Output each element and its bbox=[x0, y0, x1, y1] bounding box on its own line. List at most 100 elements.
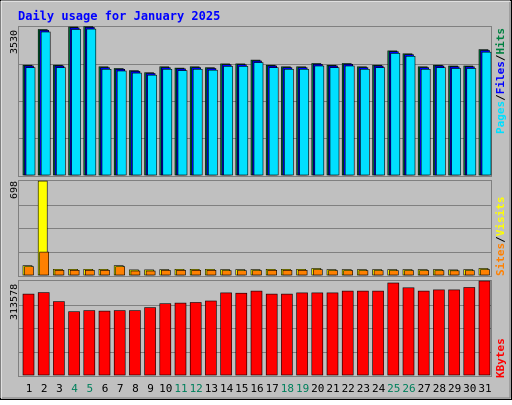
pages-bar bbox=[284, 69, 294, 176]
sites-bar bbox=[85, 269, 95, 276]
kbytes-bar bbox=[83, 310, 96, 376]
pages-bar bbox=[299, 69, 309, 176]
pages-bar bbox=[420, 69, 431, 176]
sites-bar bbox=[237, 270, 247, 276]
x-tick-label: 7 bbox=[117, 382, 124, 395]
kbytes-bar bbox=[37, 292, 50, 376]
chart-title: Daily usage for January 2025 bbox=[18, 9, 220, 23]
panel-bottom-frame bbox=[18, 280, 492, 377]
x-axis-labels: 1 2 3 4 5 6 7 8 9 10 11 12 13 14 15 16 17 18 19 20 21 22 23 24 2… bbox=[26, 382, 492, 395]
x-tick-label: 28 bbox=[433, 382, 446, 395]
legend-pages: Pages bbox=[494, 101, 507, 134]
kbytes-bar bbox=[478, 280, 491, 376]
sites-bar bbox=[24, 266, 34, 276]
sites-bar bbox=[358, 270, 369, 276]
sites-bar bbox=[419, 270, 430, 276]
kbytes-bar bbox=[174, 302, 187, 376]
x-tick-label: 11 bbox=[174, 382, 187, 395]
sites-bar bbox=[312, 269, 323, 276]
x-tick-label: 23 bbox=[357, 382, 370, 395]
kbytes-bar bbox=[220, 292, 232, 376]
kbytes-bar bbox=[296, 292, 308, 376]
legend-top: Pages/Files/Hits bbox=[494, 28, 507, 134]
sites-bar bbox=[267, 269, 278, 276]
sites-bar bbox=[176, 269, 186, 276]
pages-bar bbox=[451, 68, 461, 176]
legend-sep-2: / bbox=[494, 54, 507, 61]
sites-bar bbox=[434, 270, 445, 276]
legend-files: Files bbox=[494, 61, 507, 94]
x-tick-label: 20 bbox=[311, 382, 324, 395]
x-tick-label: 22 bbox=[342, 382, 355, 395]
pages-bar bbox=[101, 69, 112, 176]
pages-bar bbox=[192, 69, 203, 176]
sites-bar bbox=[252, 270, 262, 276]
pages-bar bbox=[177, 70, 188, 176]
pages-bar bbox=[208, 69, 218, 176]
pages-bar bbox=[360, 69, 370, 176]
bars-layer bbox=[19, 26, 492, 376]
kbytes-bar bbox=[189, 302, 202, 376]
sites-bar bbox=[297, 269, 308, 276]
sites-bar bbox=[282, 269, 293, 276]
kbytes-bar bbox=[326, 292, 339, 376]
sites-bar bbox=[145, 270, 156, 276]
x-tick-label: 24 bbox=[372, 382, 386, 395]
sites-bar bbox=[328, 270, 338, 276]
sites-bar bbox=[373, 270, 384, 276]
pages-bar bbox=[329, 67, 340, 176]
sites-bar bbox=[161, 270, 171, 276]
pages-bar bbox=[390, 53, 401, 176]
kbytes-bar bbox=[433, 289, 445, 376]
kbytes-bar bbox=[68, 311, 80, 376]
sites-bar bbox=[449, 270, 460, 276]
panel-middle-frame bbox=[18, 180, 492, 277]
legend-visits: Visits bbox=[494, 197, 507, 237]
pages-bar bbox=[405, 55, 416, 176]
x-tick-label: 25 bbox=[387, 382, 400, 395]
pages-bar bbox=[116, 70, 127, 176]
sites-bar bbox=[115, 266, 125, 276]
sites-bar bbox=[206, 269, 217, 276]
x-tick-label: 18 bbox=[281, 382, 294, 395]
pages-bar bbox=[375, 67, 385, 176]
pages-bar bbox=[147, 74, 157, 176]
kbytes-bar bbox=[463, 287, 476, 376]
kbytes-bar bbox=[448, 289, 460, 376]
pages-bar bbox=[466, 68, 477, 176]
kbytes-bar bbox=[281, 293, 293, 376]
pages-bar bbox=[314, 65, 325, 176]
pages-bar bbox=[40, 31, 51, 176]
x-tick-label: 1 bbox=[26, 382, 33, 395]
kbytes-bar bbox=[341, 290, 354, 376]
x-tick-label: 2 bbox=[41, 382, 48, 395]
x-tick-label: 6 bbox=[102, 382, 109, 395]
bottom-ymax-label: 313578 bbox=[9, 284, 20, 320]
legend-sites: Sites bbox=[494, 243, 507, 276]
x-tick-label: 5 bbox=[86, 382, 93, 395]
x-tick-label: 30 bbox=[463, 382, 476, 395]
sites-bar bbox=[464, 270, 475, 276]
x-tick-label: 15 bbox=[235, 382, 248, 395]
sites-bar bbox=[404, 270, 414, 276]
x-tick-label: 29 bbox=[448, 382, 461, 395]
x-tick-label: 9 bbox=[147, 382, 154, 395]
middle-ymax-label: 698 bbox=[9, 181, 20, 199]
sites-bar bbox=[480, 269, 490, 276]
x-tick-label: 21 bbox=[326, 382, 339, 395]
pages-bar bbox=[56, 67, 66, 176]
pages-bar bbox=[481, 51, 492, 176]
pages-bar bbox=[253, 62, 264, 176]
x-tick-label: 14 bbox=[220, 382, 234, 395]
kbytes-bar bbox=[22, 293, 35, 376]
x-tick-label: 17 bbox=[266, 382, 279, 395]
pages-bar bbox=[223, 66, 233, 176]
sites-bar bbox=[130, 270, 141, 276]
legend-sep-3: / bbox=[494, 236, 507, 243]
x-tick-label: 4 bbox=[71, 382, 78, 395]
kbytes-bar bbox=[144, 307, 156, 376]
x-tick-label: 8 bbox=[132, 382, 139, 395]
pages-bar bbox=[238, 66, 249, 176]
